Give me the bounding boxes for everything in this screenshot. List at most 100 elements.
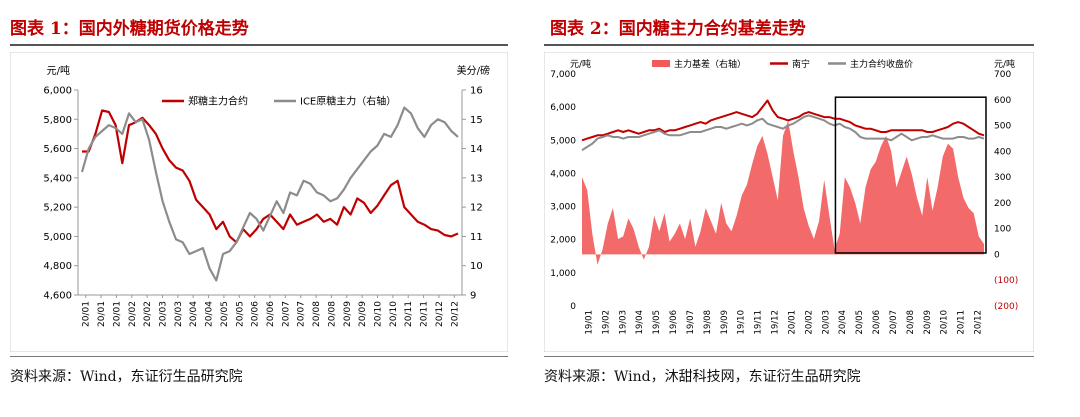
figure-2-chart: 元/吨 元/吨 0 1,000 2,000 3,000 4,000 5,000 6,000 7,0… bbox=[544, 52, 1034, 352]
right-tick-label: 13 bbox=[470, 173, 483, 184]
x-tick-label: 20/09 bbox=[358, 301, 368, 327]
x-tick-label: 19/10 bbox=[737, 310, 747, 335]
x-tick-label: 20/02 bbox=[128, 301, 138, 327]
left-axis-unit: 元/吨 bbox=[570, 58, 591, 70]
x-tick-label: 20/04 bbox=[838, 310, 848, 335]
left-tick-label: 4,000 bbox=[550, 169, 576, 179]
right-tick-label: 100 bbox=[994, 225, 1011, 235]
right-tick-label: 400 bbox=[994, 147, 1011, 157]
x-tick-label: 19/08 bbox=[703, 310, 713, 335]
left-tick-label: 5,600 bbox=[43, 144, 72, 155]
chart-frame bbox=[10, 52, 508, 352]
x-tick-label: 20/11 bbox=[404, 301, 414, 327]
legend-label-3: 主力合约收盘价 bbox=[850, 58, 913, 70]
x-tick-label: 20/02 bbox=[143, 301, 153, 327]
x-tick-label: 20/01 bbox=[112, 301, 122, 327]
legend-label-1: 郑糖主力合约 bbox=[188, 95, 248, 108]
x-tick-label: 19/05 bbox=[652, 310, 662, 335]
figure-2-bottom-rule bbox=[544, 356, 1034, 357]
right-tick-label: 9 bbox=[470, 291, 476, 302]
left-tick-label: 5,200 bbox=[43, 203, 72, 214]
right-tick-label: 10 bbox=[470, 261, 483, 272]
figure-1-source: 资料来源：Wind，东证衍生品研究院 bbox=[10, 369, 243, 385]
right-tick-label: 600 bbox=[994, 96, 1011, 106]
x-tick-label: 20/03 bbox=[174, 301, 184, 327]
x-tick-label: 20/08 bbox=[327, 301, 337, 327]
x-tick-label: 20/07 bbox=[889, 310, 899, 335]
legend-swatch-1 bbox=[652, 60, 670, 67]
x-tick-label: 20/04 bbox=[205, 301, 215, 327]
x-tick-label: 20/10 bbox=[389, 301, 399, 327]
figure-2-title: 图表 2：国内糖主力合约基差走势 bbox=[550, 19, 806, 39]
x-tick-label: 20/06 bbox=[266, 301, 276, 327]
right-tick-label: 0 bbox=[994, 250, 1000, 260]
x-tick-label: 19/03 bbox=[618, 310, 628, 335]
x-tick-label: 20/09 bbox=[923, 310, 933, 335]
x-tick-label: 20/08 bbox=[312, 301, 322, 327]
right-tick-label: 16 bbox=[470, 86, 483, 97]
x-tick-label: 20/03 bbox=[821, 310, 831, 335]
x-tick-label: 20/12 bbox=[974, 310, 984, 335]
figure-1-top-rule bbox=[10, 44, 508, 46]
left-tick-label: 7,000 bbox=[550, 70, 576, 80]
left-tick-label: 6,000 bbox=[43, 86, 72, 97]
x-tick-label: 19/02 bbox=[601, 310, 611, 335]
series-line-1 bbox=[581, 99, 985, 142]
left-tick-label: 2,000 bbox=[550, 236, 576, 246]
x-tick-label: 20/09 bbox=[343, 301, 353, 327]
x-tick-label: 19/11 bbox=[754, 310, 764, 335]
x-tick-label: 20/11 bbox=[957, 310, 967, 335]
left-tick-label: 1,000 bbox=[550, 269, 576, 279]
legend-label-2: 南宁 bbox=[792, 58, 810, 70]
legend-label-1: 主力基差（右轴） bbox=[674, 58, 746, 70]
left-tick-label: 5,400 bbox=[43, 173, 72, 184]
series-line-2 bbox=[80, 106, 459, 282]
x-tick-label: 20/08 bbox=[906, 310, 916, 335]
left-tick-label: 5,000 bbox=[550, 136, 576, 146]
x-tick-label: 20/12 bbox=[450, 301, 460, 327]
x-tick-label: 19/06 bbox=[669, 310, 679, 335]
right-tick-label-negative: (200) bbox=[994, 302, 1018, 312]
right-tick-label: 500 bbox=[994, 122, 1011, 132]
x-tick-label: 20/01 bbox=[97, 301, 107, 327]
figure-2: 图表 2：国内糖主力合约基差走势 元/吨 元/吨 0 1,000 2,000 3,000 4… bbox=[540, 0, 1080, 417]
x-tick-label: 20/06 bbox=[872, 310, 882, 335]
figure-1-chart: 元/吨 美分/磅 4,600 4,800 5,000 5,200 5,400 5,600 5,8… bbox=[10, 52, 508, 352]
figure-2-top-rule bbox=[544, 44, 1034, 46]
x-tick-label: 20/07 bbox=[297, 301, 307, 327]
x-tick-label: 20/05 bbox=[855, 310, 865, 335]
left-tick-label: 5,800 bbox=[43, 115, 72, 126]
x-tick-label: 20/10 bbox=[940, 310, 950, 335]
left-tick-label: 6,000 bbox=[550, 103, 576, 113]
figure-1-title: 图表 1：国内外糖期货价格走势 bbox=[10, 19, 249, 39]
x-tick-label: 20/01 bbox=[787, 310, 797, 335]
x-tick-label: 20/10 bbox=[374, 301, 384, 327]
x-tick-label: 19/04 bbox=[635, 310, 645, 335]
x-tick-label: 19/07 bbox=[686, 310, 696, 335]
x-tick-label: 20/07 bbox=[281, 301, 291, 327]
left-axis-unit: 元/吨 bbox=[47, 64, 70, 77]
figure-2-source: 资料来源：Wind，沐甜科技网，东证衍生品研究院 bbox=[544, 369, 861, 385]
right-axis-unit: 元/吨 bbox=[994, 58, 1015, 70]
right-tick-label: 11 bbox=[470, 232, 483, 243]
figure-1: 图表 1：国内外糖期货价格走势 元/吨 美分/磅 4,600 4,800 5,000 5,… bbox=[0, 0, 520, 417]
left-tick-label: 4,800 bbox=[43, 261, 72, 272]
x-tick-label: 19/12 bbox=[771, 310, 781, 335]
right-tick-label-negative: (100) bbox=[994, 276, 1018, 286]
left-tick-label: 5,000 bbox=[43, 232, 72, 243]
right-tick-label: 700 bbox=[994, 70, 1011, 80]
x-tick-label: 20/04 bbox=[189, 301, 199, 327]
x-tick-label: 20/06 bbox=[251, 301, 261, 327]
right-tick-label: 200 bbox=[994, 199, 1011, 209]
right-tick-label: 12 bbox=[470, 203, 483, 214]
left-tick-label: 4,600 bbox=[43, 291, 72, 302]
figure-1-bottom-rule bbox=[10, 356, 508, 357]
highlight-box bbox=[834, 96, 987, 254]
x-tick-label: 20/01 bbox=[82, 301, 92, 327]
x-tick-label: 20/03 bbox=[158, 301, 168, 327]
x-tick-label: 20/05 bbox=[220, 301, 230, 327]
legend-label-2: ICE原糖主力（右轴） bbox=[300, 95, 396, 108]
x-tick-label: 20/12 bbox=[435, 301, 445, 327]
right-tick-label: 14 bbox=[470, 144, 483, 155]
left-tick-label: 3,000 bbox=[550, 203, 576, 213]
